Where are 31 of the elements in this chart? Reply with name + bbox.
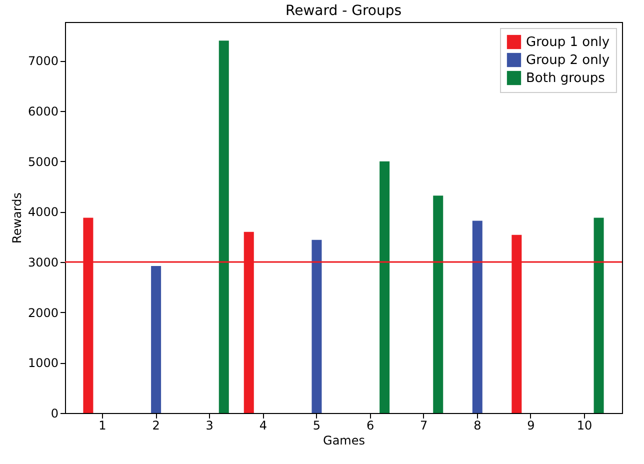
bar: [472, 220, 482, 413]
x-tick-label: 1: [98, 418, 106, 432]
y-tick-label: 7000: [28, 54, 58, 68]
y-tick-label: 0: [50, 406, 58, 420]
chart-title: Reward - Groups: [285, 3, 402, 19]
x-tick-label: 7: [420, 418, 428, 432]
legend-label: Group 1 only: [526, 35, 610, 50]
legend-label: Both groups: [526, 71, 606, 86]
y-tick-label: 4000: [28, 205, 58, 220]
x-tick-label: 8: [474, 418, 482, 432]
y-axis-title: Rewards: [10, 192, 24, 244]
x-tick-label: 3: [206, 418, 214, 432]
x-tick-label: 10: [576, 418, 592, 432]
x-axis-title: Games: [323, 434, 365, 448]
bar: [380, 161, 390, 413]
y-tick-label: 2000: [28, 306, 58, 320]
y-tick-label: 3000: [28, 256, 58, 270]
bar: [218, 40, 229, 413]
x-tick-label: 2: [152, 418, 160, 432]
y-tick-label: 6000: [28, 104, 58, 119]
y-tick-label: 5000: [28, 154, 58, 169]
x-tick-label: 5: [312, 418, 321, 432]
y-tick-label: 1000: [28, 356, 58, 370]
legend-label: Group 2 only: [526, 53, 610, 68]
bar: [433, 196, 444, 413]
bar: [312, 240, 322, 413]
bar: [594, 218, 604, 413]
x-tick-label: 4: [259, 418, 267, 432]
x-tick-label: 9: [527, 418, 535, 432]
x-tick-label: 6: [366, 418, 374, 432]
bar: [151, 266, 162, 413]
